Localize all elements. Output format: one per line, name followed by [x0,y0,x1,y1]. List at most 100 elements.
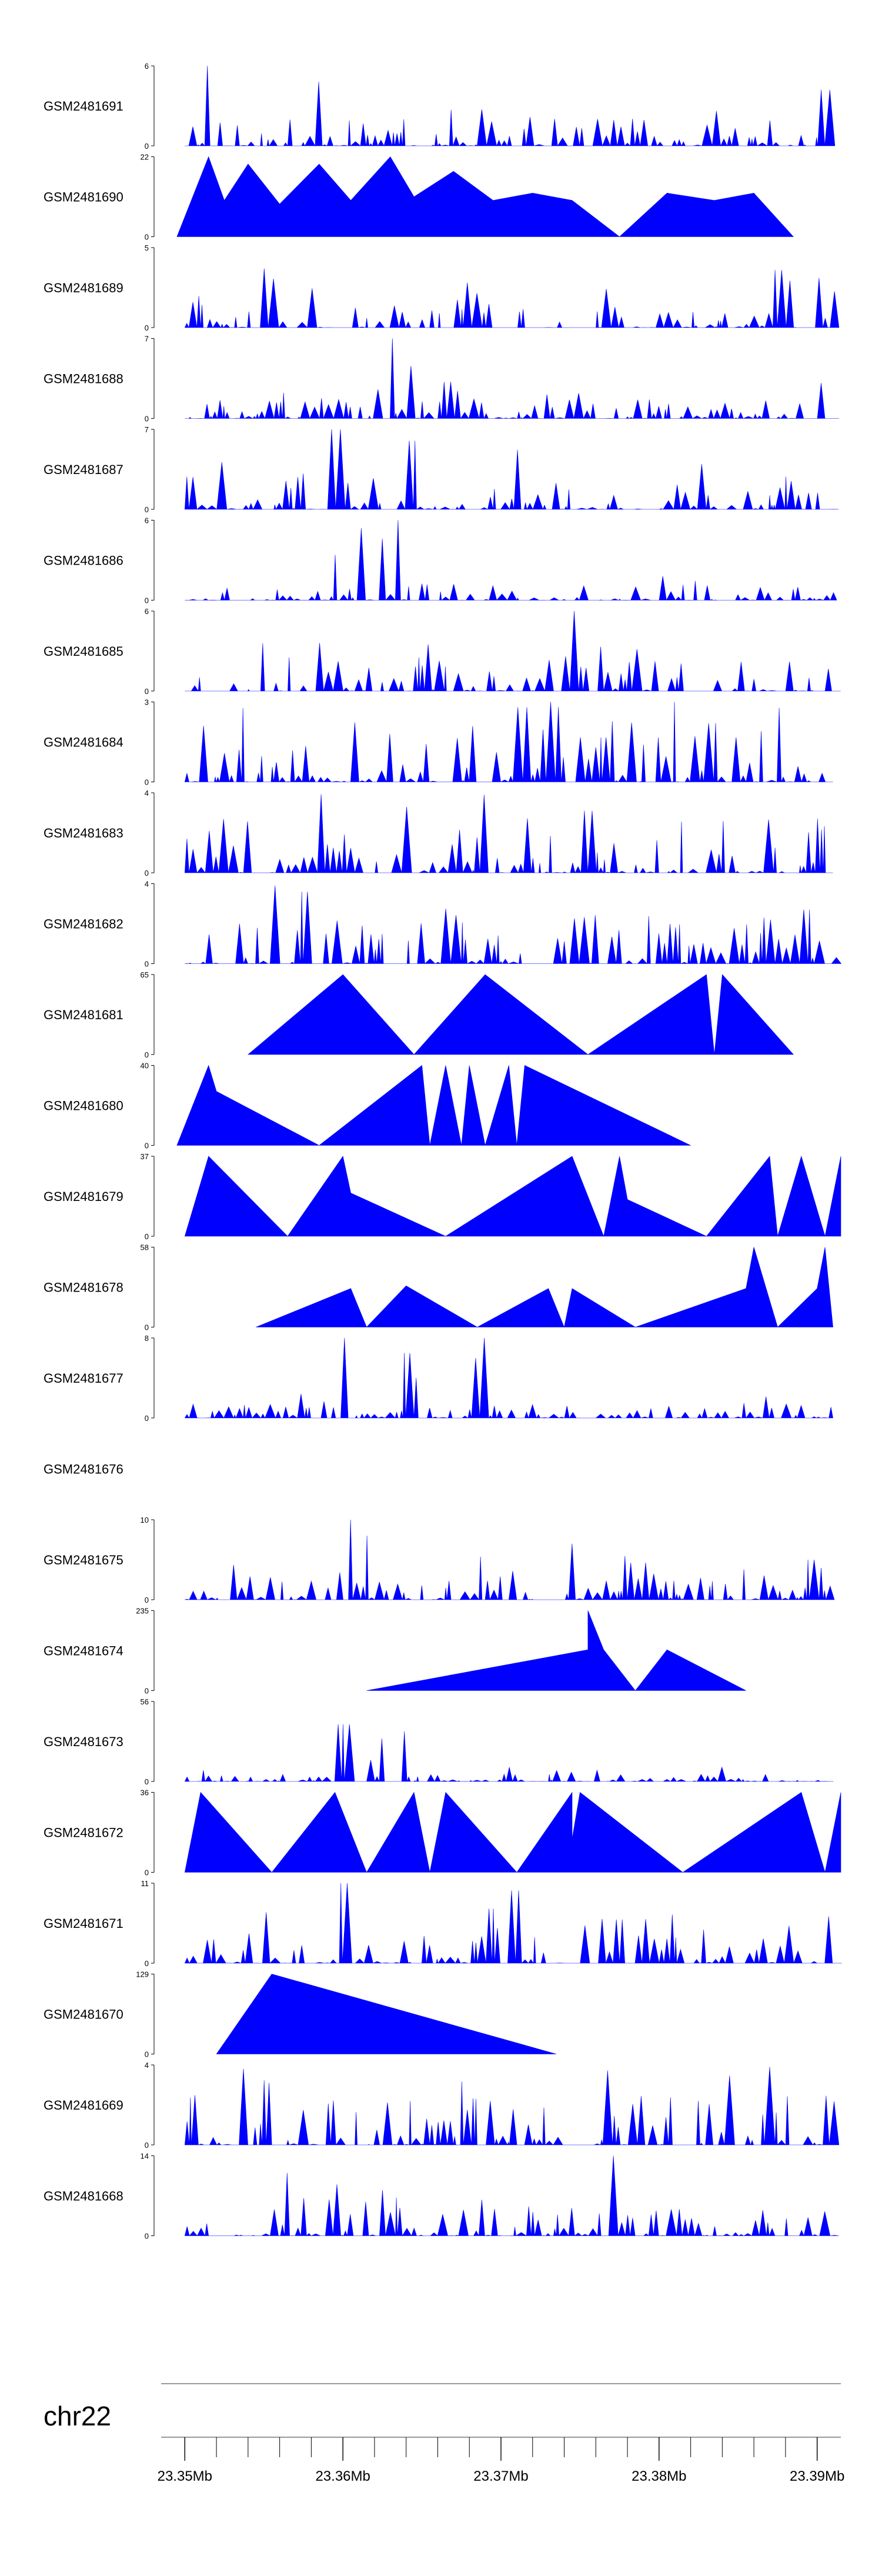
track-label: GSM2481670 [44,2007,123,2022]
coverage-area-GSM2481685 [185,610,841,692]
track-GSM2481673: GSM2481673 56 0 [44,1697,834,1786]
coverage-area-GSM2481670 [216,1974,557,2054]
coverage-area-GSM2481671 [184,1883,842,1964]
coverage-area-GSM2481683 [184,794,833,874]
y-axis-zero-label: 0 [145,142,149,151]
y-axis-zero-label: 0 [145,1050,149,1059]
track-GSM2481690: GSM2481690 22 0 [44,153,794,242]
track-GSM2481685: GSM2481685 6 0 [44,607,841,696]
y-axis-zero-label: 0 [145,233,149,242]
y-axis-zero-label: 0 [145,415,149,423]
y-axis-zero-label: 0 [145,1142,149,1150]
track-label: GSM2481680 [44,1099,123,1113]
track-GSM2481674: GSM2481674 235 0 [44,1607,746,1696]
y-axis-zero-label: 0 [145,1232,149,1241]
axis-tick-label: 23.35Mb [158,2468,212,2484]
y-axis-max-label: 56 [141,1697,149,1706]
y-axis-zero-label: 0 [145,505,149,514]
axis-tick-label: 23.36Mb [315,2468,370,2484]
track-GSM2481683: GSM2481683 4 0 [44,789,833,877]
track-GSM2481686: GSM2481686 6 0 [44,516,837,605]
coverage-area-GSM2481689 [184,268,840,329]
y-axis-zero-label: 0 [145,2141,149,2150]
track-label: GSM2481681 [44,1007,123,1022]
y-axis-max-label: 4 [145,2061,149,2070]
track-GSM2481678: GSM2481678 58 0 [44,1243,833,1332]
y-axis-zero-label: 0 [145,596,149,605]
y-axis-max-label: 14 [141,2152,149,2161]
y-axis-max-label: 6 [145,607,149,616]
y-axis-zero-label: 0 [145,1687,149,1696]
track-GSM2481682: GSM2481682 4 0 [44,880,842,969]
y-axis-max-label: 11 [141,1879,149,1888]
track-label: GSM2481682 [44,917,123,932]
coverage-area-GSM2481680 [176,1065,691,1146]
track-GSM2481669: GSM2481669 4 0 [44,2061,840,2150]
axis-tick-label: 23.39Mb [790,2468,844,2484]
y-axis-zero-label: 0 [145,2050,149,2059]
track-label: GSM2481675 [44,1553,123,1567]
y-axis-max-label: 8 [145,1334,149,1343]
y-axis-zero-label: 0 [145,687,149,696]
axis-tick-label: 23.37Mb [473,2468,528,2484]
coverage-area-GSM2481673 [184,1724,834,1783]
track-label: GSM2481686 [44,553,123,568]
track-GSM2481672: GSM2481672 36 0 [44,1788,841,1877]
y-axis-zero-label: 0 [145,1414,149,1423]
track-label: GSM2481676 [44,1462,123,1477]
y-axis-zero-label: 0 [145,2232,149,2241]
coverage-area-GSM2481675 [185,1519,835,1601]
track-GSM2481684: GSM2481684 3 0 [44,698,833,787]
y-axis-zero-label: 0 [145,1596,149,1604]
y-axis-max-label: 6 [145,62,149,71]
track-GSM2481687: GSM2481687 7 0 [44,425,839,514]
track-label: GSM2481684 [44,735,123,750]
coverage-area-GSM2481677 [184,1337,833,1419]
track-GSM2481689: GSM2481689 5 0 [44,243,840,332]
track-label: GSM2481671 [44,1916,123,1931]
y-axis-max-label: 3 [145,698,149,707]
track-label: GSM2481685 [44,644,123,659]
tracks-layer: GSM248169160GSM2481690220GSM248168950GSM… [44,62,842,2241]
coverage-area-GSM2481668 [184,2155,839,2237]
track-label: GSM2481690 [44,190,123,205]
track-label: GSM2481688 [44,372,123,386]
y-axis-max-label: 58 [141,1243,149,1252]
y-axis-zero-label: 0 [145,1959,149,1968]
coverage-area-GSM2481681 [248,974,794,1055]
track-GSM2481670: GSM2481670 129 0 [44,1970,557,2059]
y-axis-zero-label: 0 [145,869,149,877]
coverage-area-GSM2481679 [184,1155,841,1237]
track-GSM2481679: GSM2481679 37 0 [44,1152,841,1241]
y-axis-max-label: 40 [141,1062,149,1070]
track-label: GSM2481673 [44,1734,123,1749]
track-label: GSM2481668 [44,2189,123,2204]
y-axis-max-label: 7 [145,425,149,434]
axis-tick-label: 23.38Mb [632,2468,686,2484]
track-label: GSM2481687 [44,462,123,477]
y-axis-max-label: 4 [145,789,149,798]
track-label: GSM2481669 [44,2098,123,2113]
y-axis-max-label: 4 [145,880,149,889]
track-label: GSM2481683 [44,826,123,840]
track-label: GSM2481672 [44,1826,123,1840]
y-axis-max-label: 65 [141,970,149,979]
coverage-area-GSM2481690 [176,156,794,237]
y-axis-zero-label: 0 [145,1323,149,1332]
y-axis-zero-label: 0 [145,778,149,787]
y-axis-max-label: 10 [141,1516,149,1524]
track-label: GSM2481677 [44,1371,123,1386]
track-GSM2481675: GSM2481675 10 0 [44,1516,835,1604]
y-axis-zero-label: 0 [145,1777,149,1786]
y-axis-max-label: 7 [145,335,149,343]
coverage-area-GSM2481687 [184,429,839,510]
coverage-area-GSM2481684 [184,702,833,783]
chromosome-label: chr22 [44,2401,111,2431]
y-axis-max-label: 37 [141,1152,149,1161]
y-axis-max-label: 235 [136,1607,149,1616]
track-label: GSM2481674 [44,1644,123,1659]
coverage-area-GSM2481686 [185,520,837,601]
y-axis-max-label: 6 [145,516,149,525]
track-label: GSM2481691 [44,99,123,114]
